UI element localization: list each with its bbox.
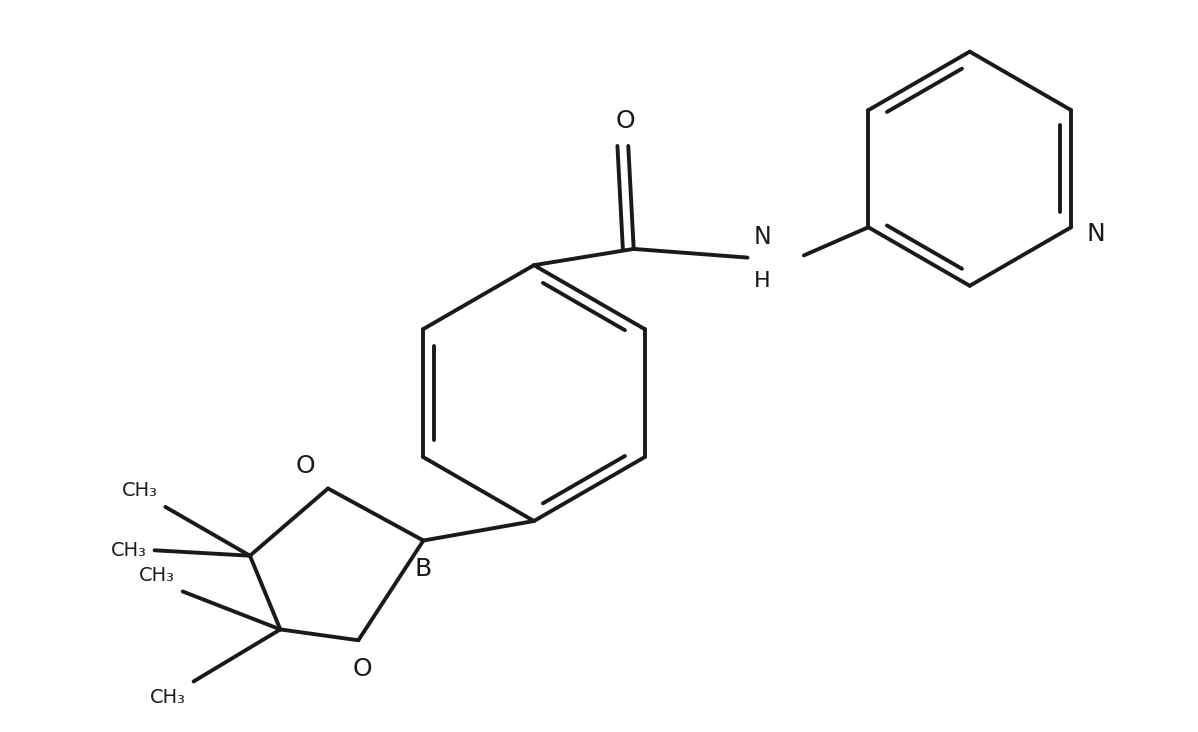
Text: O: O [296, 454, 315, 478]
Text: N: N [1087, 222, 1105, 246]
Text: CH₃: CH₃ [150, 688, 186, 707]
Text: O: O [353, 657, 373, 681]
Text: O: O [616, 109, 635, 133]
Text: CH₃: CH₃ [122, 482, 158, 501]
Text: CH₃: CH₃ [111, 541, 147, 560]
Text: N: N [754, 225, 772, 249]
Text: H: H [754, 271, 770, 291]
Text: CH₃: CH₃ [139, 566, 175, 585]
Text: B: B [415, 557, 432, 580]
